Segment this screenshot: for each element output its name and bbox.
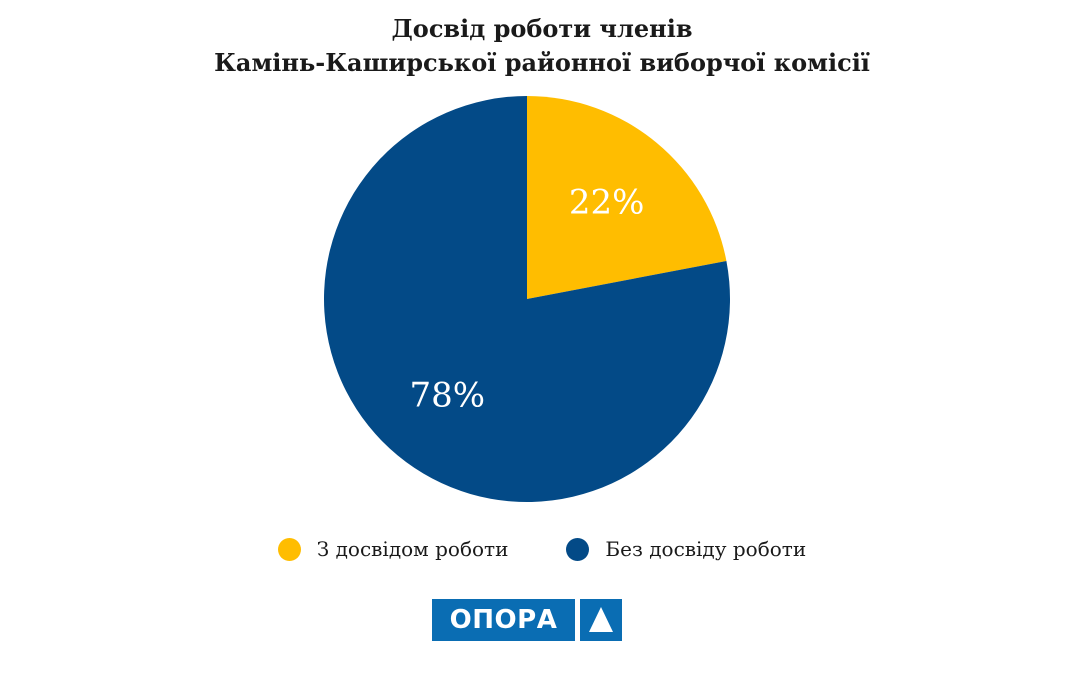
- legend-item-without-experience: Без досвіду роботи: [566, 533, 806, 565]
- logo-text: ОПОРА: [432, 599, 575, 641]
- pie-slice-without-experience: [323, 96, 730, 502]
- pie-slice-with-experience: [527, 96, 727, 299]
- slice-label-without-experience: 78%: [410, 375, 486, 415]
- slice-label-with-experience: 22%: [569, 183, 645, 223]
- triangle-icon: [580, 599, 622, 641]
- legend-item-with-experience: З досвідом роботи: [277, 533, 509, 565]
- legend-swatch-with-experience: [277, 537, 301, 561]
- legend-label-with-experience: З досвідом роботи: [316, 537, 509, 561]
- chart-title: Досвід роботи членів Камінь-Каширської р…: [0, 12, 1084, 80]
- chart-title-line-2: Камінь-Каширської районної виборчої комі…: [214, 48, 870, 77]
- chart-title-line-1: Досвід роботи членів: [391, 14, 693, 43]
- legend-label-without-experience: Без досвіду роботи: [605, 537, 807, 561]
- chart-legend: З досвідом роботи Без досвіду роботи: [0, 533, 1084, 565]
- legend-swatch-without-experience: [566, 537, 590, 561]
- opora-logo: ОПОРА: [432, 599, 622, 641]
